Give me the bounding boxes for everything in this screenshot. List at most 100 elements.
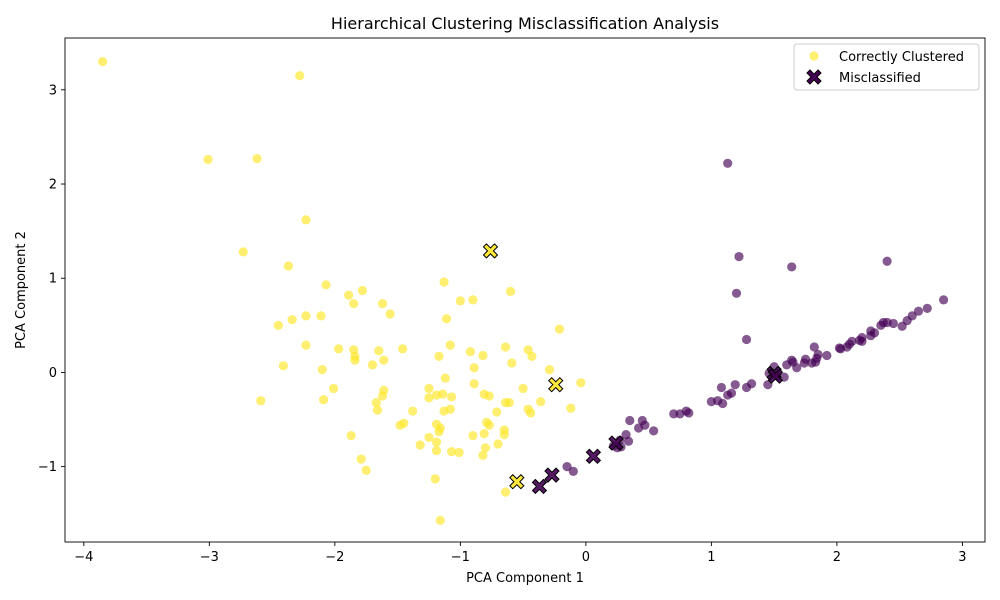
point-correct	[385, 309, 395, 319]
point-correct	[731, 288, 742, 298]
legend-circle	[809, 51, 819, 61]
legend-label-correct: Correctly Clustered	[839, 50, 964, 65]
x-tick-label: −2	[325, 550, 344, 565]
point-correct	[716, 382, 727, 393]
point-correct	[876, 320, 886, 330]
point-correct	[854, 335, 865, 345]
point-correct	[434, 427, 444, 437]
point-correct	[669, 409, 679, 419]
point-correct	[361, 465, 371, 475]
point-correct	[649, 426, 659, 436]
point-correct	[938, 295, 949, 305]
point-correct	[527, 351, 537, 362]
point-correct	[445, 340, 455, 350]
point-correct	[446, 392, 457, 402]
legend-label-misclassified: Misclassified	[839, 71, 921, 86]
point-correct	[493, 439, 503, 449]
point-correct	[295, 71, 305, 81]
point-correct	[468, 430, 478, 441]
plot-area-frame	[64, 37, 986, 543]
point-correct	[809, 342, 819, 352]
point-correct	[318, 395, 329, 405]
point-correct	[334, 344, 344, 354]
point-correct	[787, 262, 797, 272]
x-tick-label: −1	[451, 550, 470, 565]
point-correct	[287, 315, 297, 325]
point-correct	[718, 398, 728, 409]
point-correct	[554, 324, 565, 334]
point-correct	[741, 334, 752, 345]
point-correct	[484, 420, 494, 430]
point-correct	[810, 357, 821, 367]
point-correct	[395, 420, 405, 430]
point-misclassified	[608, 435, 624, 451]
legend-box	[793, 43, 980, 91]
point-correct	[536, 397, 546, 407]
point-correct	[317, 365, 327, 375]
point-correct	[430, 474, 440, 484]
point-correct	[439, 277, 449, 287]
legend: Correctly Clustered Misclassified	[793, 43, 980, 91]
point-correct	[371, 397, 381, 408]
point-correct	[623, 436, 634, 446]
point-correct	[730, 380, 740, 390]
x-tick-label: −4	[74, 550, 93, 565]
point-correct	[379, 355, 389, 365]
point-correct	[799, 358, 809, 368]
x-axis-ticks: −4 −3 −2 −1 0 1 2 3	[74, 542, 967, 565]
point-correct	[431, 446, 442, 456]
point-correct	[468, 295, 478, 305]
chart-title: Hierarchical Clustering Misclassificatio…	[331, 14, 719, 33]
point-correct	[278, 361, 288, 371]
y-tick-label: −1	[38, 460, 57, 475]
x-tick-label: 1	[707, 550, 715, 565]
point-correct	[469, 363, 479, 373]
point-misclassified	[585, 448, 602, 464]
point-correct	[478, 350, 488, 361]
point-correct	[518, 383, 528, 394]
point-correct	[431, 437, 442, 447]
point-correct	[424, 383, 434, 394]
point-correct	[734, 251, 744, 262]
point-correct	[504, 397, 514, 408]
point-misclassified	[544, 467, 560, 483]
point-correct	[435, 515, 445, 525]
point-correct	[238, 247, 248, 257]
x-axis-label: PCA Component 1	[466, 571, 584, 586]
point-correct	[301, 215, 311, 225]
x-tick-label: 2	[833, 550, 841, 565]
point-correct	[301, 311, 311, 321]
point-correct	[203, 154, 213, 165]
point-correct	[469, 379, 479, 389]
point-correct	[782, 360, 792, 370]
y-axis-ticks: −1 0 1 2 3	[38, 83, 65, 475]
point-correct	[446, 446, 457, 457]
point-correct	[866, 331, 876, 341]
y-axis-label: PCA Component 2	[14, 231, 29, 349]
point-correct	[633, 423, 644, 433]
point-correct	[344, 290, 354, 300]
point-correct	[455, 296, 465, 306]
point-correct	[438, 389, 448, 399]
point-correct	[356, 454, 366, 464]
point-correct	[544, 365, 555, 375]
point-misclassified	[531, 478, 548, 495]
point-correct	[505, 286, 516, 297]
point-correct	[465, 347, 475, 357]
point-correct	[440, 373, 450, 383]
point-correct	[434, 351, 444, 362]
point-misclassified	[767, 368, 784, 384]
point-correct	[741, 382, 752, 393]
point-correct	[792, 363, 802, 373]
point-correct	[350, 355, 360, 365]
point-correct	[252, 153, 262, 164]
x-tick-label: 0	[582, 550, 590, 565]
legend-marker-correct	[809, 51, 819, 61]
point-correct	[723, 390, 733, 400]
point-misclassified	[482, 243, 499, 259]
point-correct	[484, 391, 494, 401]
point-correct	[499, 430, 509, 440]
point-correct	[328, 383, 339, 394]
point-correct	[316, 311, 326, 321]
